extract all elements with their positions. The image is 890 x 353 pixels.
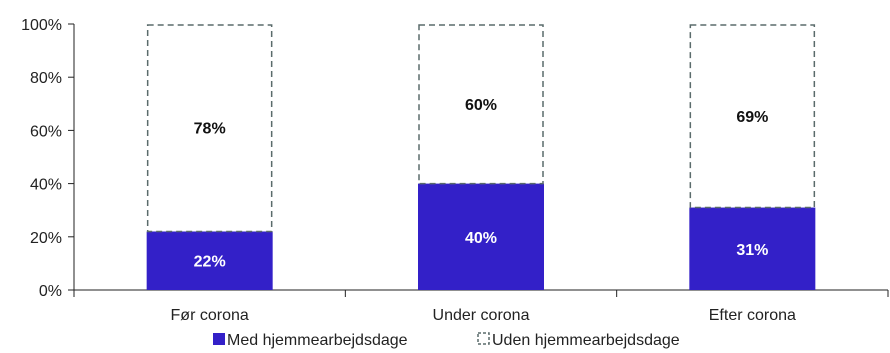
data-label-med: 22% bbox=[194, 254, 226, 271]
legend-swatch-med bbox=[213, 333, 225, 345]
legend-label-uden: Uden hjemmearbejdsdage bbox=[492, 332, 680, 349]
bars: 22% 78% 40% 60% 31% 69% bbox=[146, 24, 816, 290]
x-category-label: Før corona bbox=[171, 307, 249, 324]
data-label-uden: 69% bbox=[736, 109, 768, 126]
x-category-label: Efter corona bbox=[709, 307, 796, 324]
bar-uden-hjemmearbejdsdage bbox=[418, 24, 544, 185]
legend: Med hjemmearbejdsdage Uden hjemmearbejdsd… bbox=[213, 332, 680, 349]
y-tick-label: 60% bbox=[30, 123, 62, 140]
legend-swatch-uden bbox=[477, 332, 490, 345]
data-label-med: 31% bbox=[736, 242, 768, 259]
bar-uden-hjemmearbejdsdage bbox=[689, 24, 816, 209]
y-tick-label: 40% bbox=[30, 177, 62, 194]
y-tick-label: 100% bbox=[21, 17, 62, 34]
legend-label-med: Med hjemmearbejdsdage bbox=[227, 332, 408, 349]
y-tick-label: 80% bbox=[30, 70, 62, 87]
data-label-uden: 78% bbox=[194, 121, 226, 138]
y-tick-label: 0% bbox=[39, 283, 62, 300]
bar-med-hjemmearbejdsdage bbox=[418, 183, 544, 290]
bar-med-hjemmearbejdsdage bbox=[146, 231, 273, 290]
data-label-med: 40% bbox=[465, 230, 497, 247]
bar-med-hjemmearbejdsdage bbox=[689, 207, 816, 290]
y-axis: 0% 20% 40% 60% 80% 100% bbox=[21, 17, 75, 300]
x-category-label: Under corona bbox=[433, 307, 530, 324]
y-tick-label: 20% bbox=[30, 230, 62, 247]
data-label-uden: 60% bbox=[465, 97, 497, 114]
bar-uden-hjemmearbejdsdage bbox=[146, 24, 273, 233]
x-axis: Før corona Under corona Efter corona bbox=[73, 289, 889, 324]
